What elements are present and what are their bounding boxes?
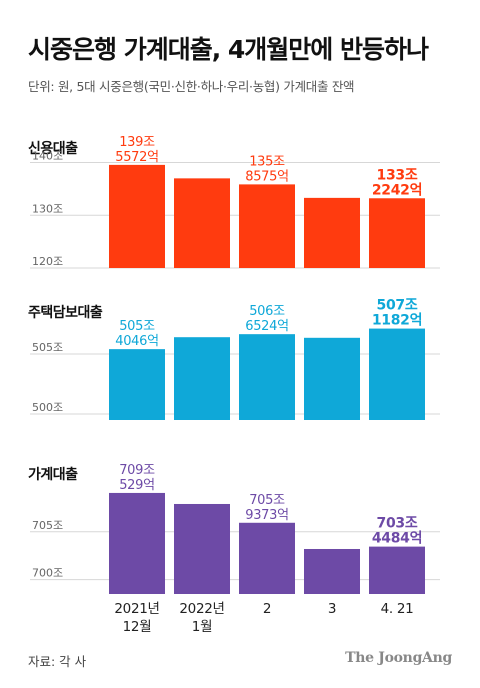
source-note: 자료: 각 사 [28, 654, 87, 669]
data-label-household-2-0: 705조 [249, 493, 285, 508]
ytick-label-household-1: 705조 [32, 519, 63, 532]
data-label-household-0-0: 709조 [119, 463, 155, 478]
x-axis-label-4-0: 4. 21 [381, 601, 414, 617]
data-label-household-4-0: 703조 [377, 516, 418, 532]
bar-mortgage-0 [109, 349, 165, 420]
page-subtitle: 단위: 원, 5대 시중은행(국민·신한·하나·우리·농협) 가계대출 잔액 [28, 79, 355, 94]
bar-credit-4 [369, 198, 425, 268]
ytick-label-mortgage-0: 500조 [32, 401, 63, 414]
bar-household-0 [109, 492, 165, 594]
bar-credit-1 [174, 178, 230, 268]
x-axis-label-1-0: 2022년 [179, 601, 224, 617]
data-label-mortgage-0-0: 505조 [119, 319, 155, 334]
ytick-label-household-0: 700조 [32, 567, 63, 580]
x-axis-label-0-1: 12월 [123, 619, 152, 635]
data-label-credit-0-0: 139조 [119, 135, 155, 150]
ytick-label-mortgage-1: 505조 [32, 341, 63, 354]
bar-mortgage-4 [369, 328, 425, 420]
data-label-mortgage-4-0: 507조 [377, 298, 418, 314]
page-title: 시중은행 가계대출, 4개월만에 반등하나 [28, 35, 429, 64]
bar-household-1 [174, 503, 230, 594]
data-label-mortgage-4-1: 1182억 [372, 313, 422, 329]
publisher-logo: The JoongAng [345, 650, 452, 666]
bar-mortgage-2 [239, 334, 295, 420]
data-label-mortgage-2-0: 506조 [249, 304, 285, 319]
data-label-mortgage-0-1: 4046억 [115, 334, 159, 349]
bar-credit-0 [109, 164, 165, 268]
x-axis-label-2-0: 2 [263, 601, 271, 617]
bar-household-2 [239, 522, 295, 594]
data-label-household-4-1: 4484억 [372, 531, 422, 547]
x-axis-label-1-1: 1월 [192, 619, 212, 635]
data-label-credit-2-0: 135조 [249, 154, 285, 169]
panel-label-credit: 신용대출 [28, 141, 78, 157]
ytick-label-credit-1: 130조 [32, 202, 63, 215]
data-label-household-2-1: 9373억 [245, 508, 289, 523]
x-axis-label-0-0: 2021년 [114, 601, 159, 617]
bar-household-3 [304, 548, 360, 594]
panel-label-mortgage: 주택담보대출 [28, 305, 103, 321]
ytick-label-credit-0: 120조 [32, 255, 63, 268]
data-label-credit-4-0: 133조 [377, 167, 418, 183]
x-axis-label-3-0: 3 [328, 601, 336, 617]
panel-label-household: 가계대출 [28, 467, 78, 483]
data-label-mortgage-2-1: 6524억 [245, 319, 289, 334]
bar-mortgage-1 [174, 337, 230, 420]
data-label-credit-4-1: 2242억 [372, 182, 422, 198]
bar-mortgage-3 [304, 337, 360, 420]
data-label-credit-0-1: 5572억 [115, 150, 159, 165]
data-label-credit-2-1: 8575억 [245, 169, 289, 184]
data-label-household-0-1: 529억 [119, 478, 155, 493]
ytick-label-credit-2: 140조 [32, 150, 63, 163]
bar-credit-3 [304, 197, 360, 268]
bar-credit-2 [239, 184, 295, 268]
bar-household-4 [369, 546, 425, 594]
